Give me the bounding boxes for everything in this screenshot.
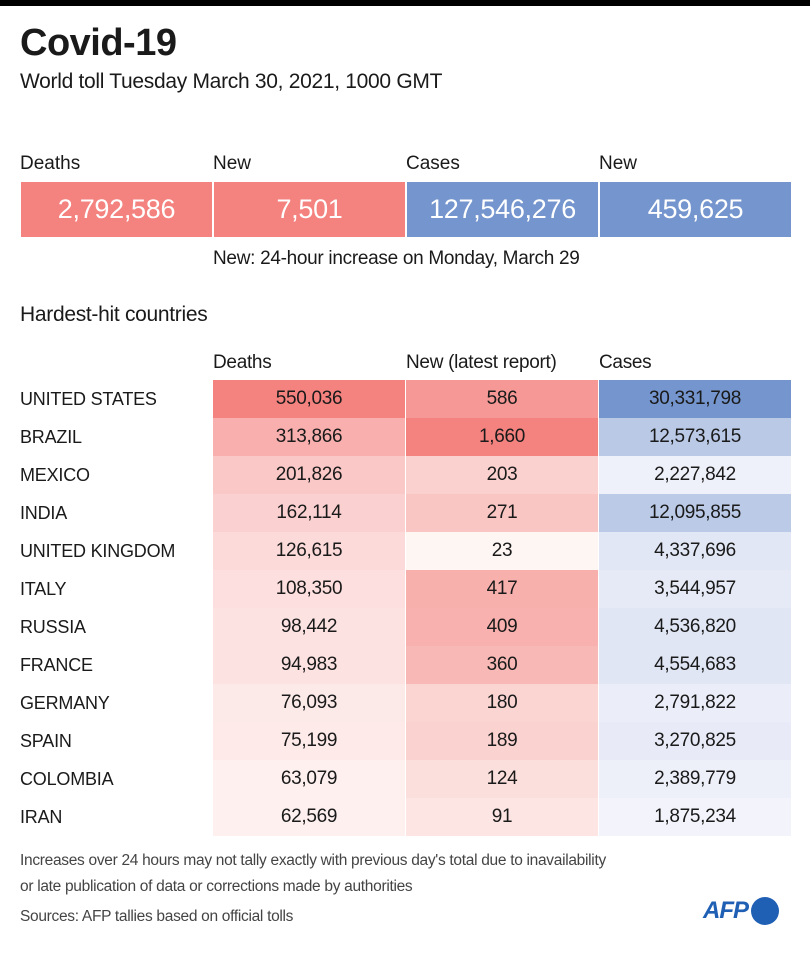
- table-row: ITALY 108,350 417 3,544,957: [0, 570, 810, 608]
- cell-new: 271: [406, 494, 598, 532]
- cell-new: 409: [406, 608, 598, 646]
- cell-new: 91: [406, 798, 598, 836]
- cell-cases: 30,331,798: [599, 380, 791, 418]
- cell-deaths: 108,350: [213, 570, 405, 608]
- page-title: Covid-19: [20, 22, 177, 64]
- country-name: INDIA: [20, 503, 68, 523]
- table-row: UNITED STATES 550,036 586 30,331,798: [0, 380, 810, 418]
- cell-new: 23: [406, 532, 598, 570]
- country-name: RUSSIA: [20, 617, 86, 637]
- cell-cases: 2,389,779: [599, 760, 791, 798]
- cell-new: 360: [406, 646, 598, 684]
- summary-label-deaths: Deaths: [20, 153, 81, 174]
- sources-note: Sources: AFP tallies based on official t…: [20, 908, 294, 925]
- summary-value-cases: 127,546,276: [407, 182, 598, 237]
- table-row: COLOMBIA 63,079 124 2,389,779: [0, 760, 810, 798]
- country-name: MEXICO: [20, 465, 90, 485]
- table-row: INDIA 162,114 271 12,095,855: [0, 494, 810, 532]
- page-subtitle: World toll Tuesday March 30, 2021, 1000 …: [20, 70, 443, 93]
- country-name: UNITED KINGDOM: [20, 541, 176, 561]
- afp-logo: AFP: [703, 897, 779, 925]
- country-name: GERMANY: [20, 693, 110, 713]
- cell-cases: 12,095,855: [599, 494, 791, 532]
- country-name: ITALY: [20, 579, 67, 599]
- cell-cases: 3,544,957: [599, 570, 791, 608]
- table-row: RUSSIA 98,442 409 4,536,820: [0, 608, 810, 646]
- cell-deaths: 162,114: [213, 494, 405, 532]
- column-header-cases: Cases: [599, 352, 652, 373]
- country-name: UNITED STATES: [20, 389, 157, 409]
- afp-logo-text: AFP: [703, 897, 749, 924]
- summary-label-new-deaths: New: [213, 153, 252, 174]
- section-title: Hardest-hit countries: [20, 303, 208, 326]
- cell-new: 1,660: [406, 418, 598, 456]
- column-header-deaths: Deaths: [213, 352, 272, 373]
- cell-new: 586: [406, 380, 598, 418]
- cell-deaths: 550,036: [213, 380, 405, 418]
- table-row: IRAN 62,569 91 1,875,234: [0, 798, 810, 836]
- top-bar: [0, 0, 810, 6]
- table-row: UNITED KINGDOM 126,615 23 4,337,696: [0, 532, 810, 570]
- cell-deaths: 313,866: [213, 418, 405, 456]
- cell-cases: 4,554,683: [599, 646, 791, 684]
- cell-deaths: 98,442: [213, 608, 405, 646]
- cell-cases: 2,791,822: [599, 684, 791, 722]
- cell-deaths: 75,199: [213, 722, 405, 760]
- cell-deaths: 126,615: [213, 532, 405, 570]
- summary-value-new-deaths: 7,501: [214, 182, 405, 237]
- country-name: FRANCE: [20, 655, 93, 675]
- cell-cases: 2,227,842: [599, 456, 791, 494]
- summary-label-cases: Cases: [406, 153, 460, 174]
- column-header-new: New (latest report): [406, 352, 557, 373]
- table-row: SPAIN 75,199 189 3,270,825: [0, 722, 810, 760]
- summary-label-new-cases: New: [599, 153, 638, 174]
- summary-value-new-cases: 459,625: [600, 182, 791, 237]
- cell-cases: 3,270,825: [599, 722, 791, 760]
- footnote-line-2: or late publication of data or correctio…: [20, 878, 413, 895]
- cell-new: 417: [406, 570, 598, 608]
- cell-cases: 1,875,234: [599, 798, 791, 836]
- country-name: COLOMBIA: [20, 769, 114, 789]
- table-row: BRAZIL 313,866 1,660 12,573,615: [0, 418, 810, 456]
- cell-deaths: 62,569: [213, 798, 405, 836]
- cell-deaths: 63,079: [213, 760, 405, 798]
- summary-note: New: 24-hour increase on Monday, March 2…: [213, 248, 580, 269]
- country-name: BRAZIL: [20, 427, 82, 447]
- table-row: FRANCE 94,983 360 4,554,683: [0, 646, 810, 684]
- cell-deaths: 94,983: [213, 646, 405, 684]
- country-name: SPAIN: [20, 731, 72, 751]
- table-row: GERMANY 76,093 180 2,791,822: [0, 684, 810, 722]
- cell-cases: 12,573,615: [599, 418, 791, 456]
- cell-cases: 4,536,820: [599, 608, 791, 646]
- footnote-line-1: Increases over 24 hours may not tally ex…: [20, 852, 606, 869]
- cell-deaths: 76,093: [213, 684, 405, 722]
- afp-logo-circle-icon: [751, 897, 779, 925]
- cell-new: 189: [406, 722, 598, 760]
- summary-value-deaths: 2,792,586: [21, 182, 212, 237]
- country-name: IRAN: [20, 807, 63, 827]
- cell-new: 180: [406, 684, 598, 722]
- cell-new: 124: [406, 760, 598, 798]
- cell-new: 203: [406, 456, 598, 494]
- cell-cases: 4,337,696: [599, 532, 791, 570]
- table-row: MEXICO 201,826 203 2,227,842: [0, 456, 810, 494]
- cell-deaths: 201,826: [213, 456, 405, 494]
